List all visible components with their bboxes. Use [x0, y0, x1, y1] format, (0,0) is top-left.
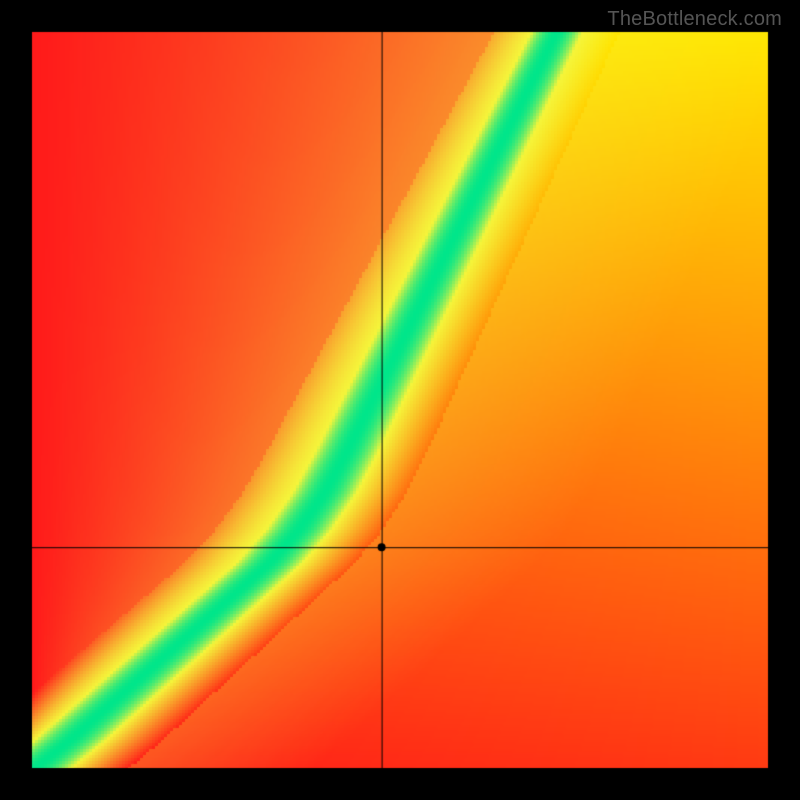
watermark-text: TheBottleneck.com — [607, 8, 782, 31]
bottleneck-heatmap — [0, 0, 800, 800]
heatmap-container — [0, 0, 800, 800]
